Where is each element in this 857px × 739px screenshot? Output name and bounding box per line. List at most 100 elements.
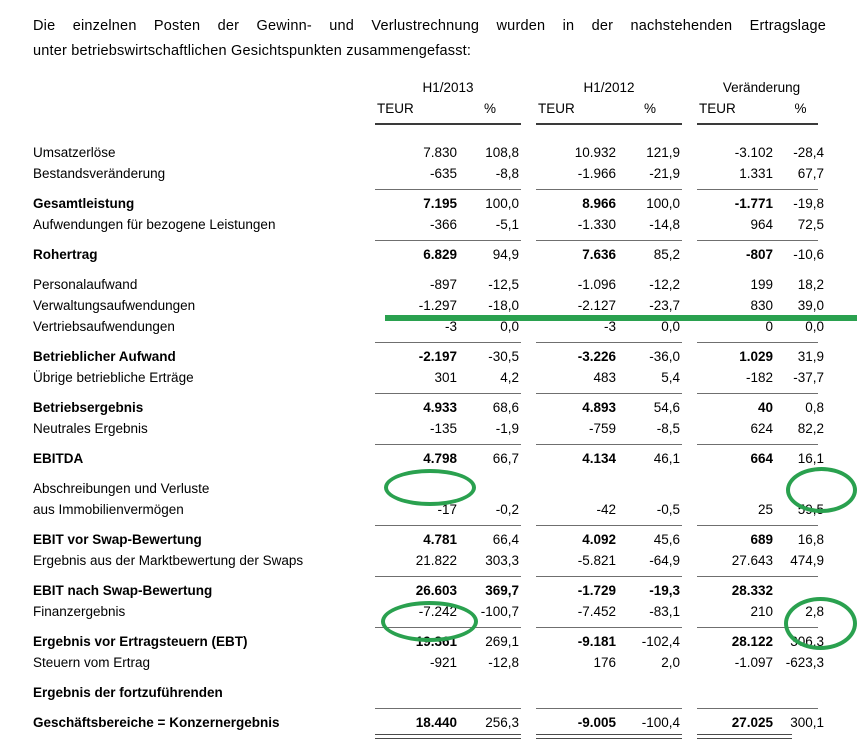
subheader-spacer <box>33 95 373 116</box>
group-header-3: Veränderung <box>722 80 801 95</box>
green-ellipse-swaps-teur-h1-2013 <box>384 469 476 506</box>
profit-loss-table: H1/2013 H1/2012 Veränderung TEUR% TEUR% TEUR%… <box>33 74 828 739</box>
subtotal-rule-row-2 <box>33 181 828 190</box>
cell-pct-g1: 303,3 <box>485 553 519 568</box>
cell-teur-g3: 210 <box>750 604 773 619</box>
cell-pct-g1: -0,2 <box>495 502 519 517</box>
cell-pct-g1: 369,7 <box>485 583 519 598</box>
row-gap-1 <box>523 241 534 262</box>
cell-teur-g2: -7.452 <box>577 604 616 619</box>
green-highlight-bar-betrieblicher-aufwand <box>385 315 857 321</box>
row-label: EBIT nach Swap-Bewertung <box>33 583 213 598</box>
cell-teur-g1: -897 <box>429 277 457 292</box>
cell-pct-g3: 474,9 <box>790 553 824 568</box>
rule-segment-3 <box>697 576 818 577</box>
cell-teur-g3: 624 <box>750 421 773 436</box>
rule-gap-1 <box>523 517 534 526</box>
cell-teur-g3: 964 <box>750 217 773 232</box>
table-row: Ergebnis der fortzuführenden <box>33 679 828 700</box>
cell-teur-g1: 4.933 <box>423 400 457 415</box>
cell-pct-g2: -23,7 <box>649 298 680 313</box>
cell-teur-g3: 689 <box>750 532 773 547</box>
rule-cell-2 <box>534 232 684 241</box>
row-gap-2 <box>684 475 695 496</box>
cell-teur-g2: 4.134 <box>582 451 616 466</box>
row-label: Geschäftsbereiche = Konzernergebnis <box>33 715 280 730</box>
rule-cell-3 <box>695 568 828 577</box>
cell-pct-g1: 0,0 <box>500 319 519 334</box>
rule-label-spacer <box>33 385 373 394</box>
rule-cell-2 <box>534 436 684 445</box>
rule-segment-3 <box>697 342 818 343</box>
rule-segment-2 <box>536 576 682 577</box>
row-gap-2 <box>684 139 695 160</box>
cell-pct-g2: -102,4 <box>641 634 680 649</box>
cell-pct-g3: 18,2 <box>797 277 824 292</box>
cell-pct-g3: -37,7 <box>793 370 824 385</box>
table-row: Betriebsergebnis 4.933 68,6 4.893 54,6 40 0,8 <box>33 394 828 415</box>
table-row: Aufwendungen für bezogene Leistungen -366… <box>33 211 828 232</box>
row-gap-1 <box>523 211 534 232</box>
green-ellipse-swaps-pct-veraenderung <box>786 467 857 513</box>
cell-teur-g1: 7.195 <box>423 196 457 211</box>
cell-pct-g1: -12,8 <box>488 655 519 670</box>
row-gap-2 <box>684 649 695 670</box>
row-label: Ergebnis vor Ertragsteuern (EBT) <box>33 634 248 649</box>
subtotal-rule-row-22 <box>33 700 828 709</box>
cell-pct-g2: -83,1 <box>649 604 680 619</box>
subtotal-rule-row-12 <box>33 436 828 445</box>
row-label: EBIT vor Swap-Bewertung <box>33 532 202 547</box>
cell-pct-g2: 2,0 <box>661 655 680 670</box>
rule-gap-2 <box>684 619 695 628</box>
subheader-gap-1 <box>523 95 534 116</box>
rule-segment-2 <box>536 444 682 445</box>
cell-pct-g2: 85,2 <box>653 247 680 262</box>
rule-gap-1 <box>523 334 534 343</box>
table-row: Vertriebsaufwendungen -3 0,0 -3 0,0 0 0,0 <box>33 313 828 334</box>
rule-segment-2 <box>536 189 682 190</box>
rule-cell-3 <box>695 436 828 445</box>
cell-teur-g2: -1.330 <box>577 217 616 232</box>
cell-pct-g2 <box>616 679 684 700</box>
rule-gap-1 <box>523 730 534 739</box>
rule-cell-1 <box>373 436 523 445</box>
rule-segment-3 <box>697 444 818 445</box>
cell-teur-g3: 1.331 <box>739 166 773 181</box>
cell-teur-g1: 26.603 <box>415 583 457 598</box>
subheader-pct-1: % <box>483 101 496 116</box>
rule-gap-2 <box>684 730 695 739</box>
rule-gap-2 <box>684 334 695 343</box>
cell-pct-g2: -36,0 <box>649 349 680 364</box>
cell-teur-g1: -3 <box>444 319 457 334</box>
row-gap-2 <box>684 211 695 232</box>
rule-cell-3 <box>695 232 828 241</box>
row-gap-2 <box>684 679 695 700</box>
cell-teur-g2: -759 <box>588 421 616 436</box>
group-gap-1 <box>523 74 534 95</box>
cell-pct-g1: -18,0 <box>488 298 519 313</box>
cell-pct-g2: -19,3 <box>649 583 680 598</box>
cell-teur-g1: 21.822 <box>415 553 457 568</box>
rule-segment-3 <box>697 393 818 394</box>
cell-teur-g2: -1.966 <box>577 166 616 181</box>
row-gap-2 <box>684 343 695 364</box>
group-header-1: H1/2013 <box>422 80 474 95</box>
cell-teur-g3: 199 <box>750 277 773 292</box>
rule-segment-1 <box>375 525 521 526</box>
cell-pct-g3: -10,6 <box>793 247 824 262</box>
cell-pct-g3 <box>773 577 828 598</box>
spacer-cell <box>33 262 828 271</box>
row-label: Betrieblicher Aufwand <box>33 349 176 364</box>
cell-pct-g2: 100,0 <box>646 196 680 211</box>
cell-teur-g2: 483 <box>593 370 616 385</box>
cell-teur-g1: 6.829 <box>423 247 457 262</box>
cell-teur-g2: 176 <box>593 655 616 670</box>
rule-segment-1 <box>375 734 521 739</box>
rule-segment-3 <box>697 189 818 190</box>
cell-teur-g1: -2.197 <box>418 349 457 364</box>
row-gap-2 <box>684 394 695 415</box>
rule-label-spacer <box>33 181 373 190</box>
row-gap-1 <box>523 415 534 436</box>
rule-cell-1 <box>373 116 523 125</box>
row-gap-1 <box>523 445 534 466</box>
